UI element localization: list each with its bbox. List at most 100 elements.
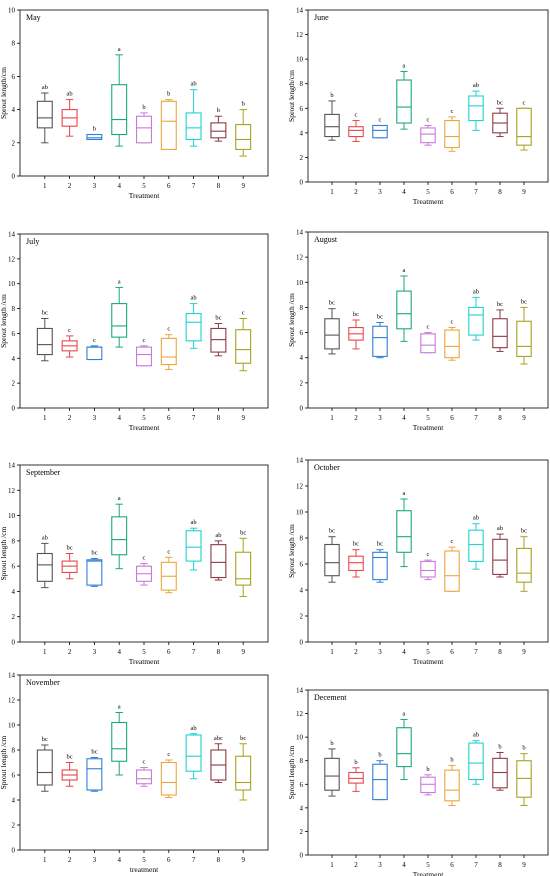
panel-title: May	[26, 13, 41, 22]
y-tick-label: 10	[296, 56, 304, 64]
y-tick-label: 10	[296, 509, 304, 517]
significance-letter: ab	[215, 532, 221, 539]
x-tick-label: 9	[241, 182, 245, 190]
x-tick-label: 9	[241, 856, 245, 864]
box-body	[111, 721, 128, 762]
significance-letter: b	[498, 743, 501, 750]
box-body	[372, 763, 388, 801]
significance-letter: a	[403, 267, 406, 274]
y-tick-label: 10	[8, 280, 16, 288]
y-tick-label: 6	[12, 563, 16, 571]
box-5: c	[420, 324, 436, 354]
significance-letter: bc	[521, 298, 527, 305]
x-tick-label: 4	[117, 648, 121, 656]
significance-letter: c	[93, 337, 96, 344]
significance-letter: a	[118, 278, 121, 285]
y-tick-label: 12	[8, 487, 16, 495]
y-tick-label: 14	[8, 462, 16, 470]
y-axis-label: Sprout length /cm	[0, 526, 8, 580]
x-tick-label: 3	[378, 648, 382, 656]
box-body	[444, 120, 460, 149]
significance-letter: bc	[240, 735, 246, 742]
box-6: c	[160, 326, 177, 370]
box-body	[36, 100, 53, 129]
significance-letter: b	[242, 101, 245, 108]
plot-frame	[307, 231, 549, 409]
box-body	[516, 320, 532, 358]
box-body	[396, 290, 412, 330]
y-tick-label: 8	[12, 537, 16, 545]
x-tick-label: 5	[142, 414, 146, 422]
x-tick-label: 4	[117, 414, 121, 422]
significance-letter: c	[167, 751, 170, 758]
box-body	[492, 318, 508, 349]
panel-title: July	[26, 237, 39, 246]
panel-title: June	[314, 13, 329, 22]
x-tick-label: 2	[68, 182, 72, 190]
box-9: b	[235, 101, 252, 157]
box-2: bc	[61, 754, 78, 787]
significance-letter: bc	[497, 99, 503, 106]
significance-letter: bc	[67, 754, 73, 761]
significance-letter: bc	[521, 528, 527, 535]
x-tick-label: 7	[192, 414, 196, 422]
x-tick-label: 8	[498, 861, 502, 869]
y-tick-label: 0	[300, 405, 304, 413]
box-7: ab	[468, 515, 484, 570]
y-tick-label: 8	[12, 305, 16, 313]
significance-letter: bc	[240, 529, 246, 536]
box-1: ab	[36, 84, 53, 144]
x-tick-label: 6	[450, 648, 454, 656]
x-tick-label: 9	[241, 414, 245, 422]
box-body	[160, 761, 177, 796]
x-tick-label: 8	[217, 648, 221, 656]
x-tick-label: 3	[378, 861, 382, 869]
box-body	[36, 327, 53, 356]
box-7: ab	[468, 732, 484, 785]
box-3: bc	[372, 314, 388, 359]
panel-title: November	[26, 678, 60, 687]
significance-letter: b	[93, 126, 96, 133]
box-body	[348, 771, 364, 784]
y-tick-label: 6	[12, 772, 16, 780]
significance-letter: ab	[42, 534, 48, 541]
y-tick-label: 2	[12, 613, 16, 621]
box-body	[111, 84, 128, 136]
y-axis-label: Sprout length /cm	[0, 294, 8, 348]
significance-letter: c	[451, 108, 454, 115]
box-body	[372, 325, 388, 358]
y-tick-label: 12	[296, 483, 304, 491]
y-tick-label: 12	[8, 697, 16, 705]
box-body	[185, 112, 202, 141]
y-tick-label: 2	[12, 822, 16, 830]
x-tick-label: 5	[142, 648, 146, 656]
x-axis-label: Treatment	[129, 657, 160, 666]
x-tick-label: 5	[142, 182, 146, 190]
x-tick-label: 6	[450, 414, 454, 422]
significance-letter: c	[427, 551, 430, 558]
box-3: bc	[86, 749, 103, 792]
y-tick-label: 4	[300, 804, 304, 812]
y-tick-label: 2	[300, 154, 304, 162]
box-body	[324, 757, 340, 791]
y-tick-label: 8	[300, 535, 304, 543]
box-9: bc	[516, 528, 532, 592]
x-tick-label: 2	[354, 414, 358, 422]
y-tick-label: 0	[12, 639, 16, 647]
y-tick-label: 8	[12, 40, 16, 48]
y-tick-label: 14	[296, 687, 304, 695]
significance-letter: ab	[191, 519, 197, 526]
significance-letter: bc	[329, 528, 335, 535]
box-body	[136, 346, 152, 367]
y-tick-label: 0	[12, 173, 16, 181]
significance-letter: c	[143, 759, 146, 766]
box-5: c	[420, 116, 436, 146]
x-tick-label: 7	[474, 648, 478, 656]
significance-letter: ab	[67, 91, 73, 98]
x-tick-label: 2	[68, 856, 72, 864]
significance-letter: bc	[377, 314, 383, 321]
significance-letter: ab	[473, 515, 479, 522]
box-4: a	[396, 710, 412, 781]
significance-letter: a	[403, 490, 406, 497]
